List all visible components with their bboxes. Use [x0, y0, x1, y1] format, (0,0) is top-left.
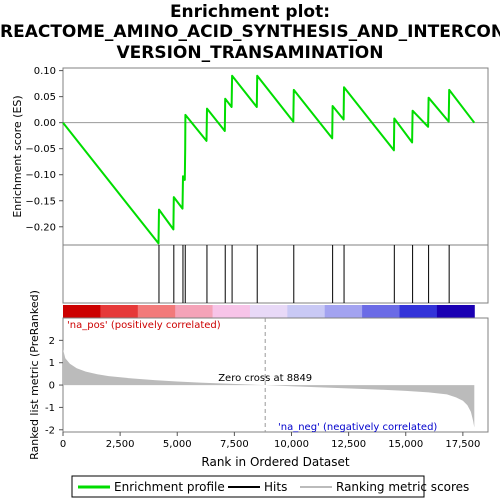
colorbar-segment	[175, 305, 214, 318]
colorbar-segment	[399, 305, 438, 318]
x-tick-label: 5,000	[163, 439, 192, 450]
ranking-metric-area	[63, 349, 475, 428]
rank-y-tick-label: 2	[49, 336, 55, 347]
x-axis-label: Rank in Ordered Dataset	[201, 455, 349, 469]
rank-y-tick-label: 1	[49, 358, 55, 369]
colorbar-segment	[362, 305, 401, 318]
rank-y-tick-label: -1	[45, 403, 55, 414]
rank-y-tick-label: 0	[49, 381, 55, 392]
enrichment-profile-line	[62, 74, 476, 245]
colorbar-segment	[324, 305, 363, 318]
chart-title-line-3: VERSION_TRANSAMINATION	[116, 43, 384, 63]
legend-label-ranking-metric: Ranking metric scores	[336, 480, 469, 494]
colorbar-segment	[212, 305, 251, 318]
colorbar-segment	[137, 305, 176, 318]
chart-title-line-2: REACTOME_AMINO_ACID_SYNTHESIS_AND_INTERC…	[0, 22, 500, 42]
legend-label-enrichment-profile: Enrichment profile	[114, 480, 225, 494]
x-tick-label: 7,500	[220, 439, 249, 450]
rank-y-axis-label: Ranked list metric (PreRanked)	[28, 290, 41, 460]
x-tick-label: 0	[60, 439, 66, 450]
es-y-tick-label: 0.05	[34, 92, 56, 103]
x-tick-label: 2,500	[106, 439, 135, 450]
chart-title-line-1: Enrichment plot:	[169, 2, 331, 22]
x-tick-label: 17,500	[445, 439, 480, 450]
colorbar-segment	[287, 305, 326, 318]
es-y-tick-label: 0.00	[34, 118, 56, 129]
colorbar-segment	[436, 305, 475, 318]
colorbar-segment	[249, 305, 288, 318]
legend-label-hits: Hits	[264, 480, 287, 494]
es-panel-frame	[62, 67, 489, 246]
hits-panel-frame	[62, 244, 489, 304]
x-tick-label: 10,000	[274, 439, 309, 450]
colorbar-segment	[100, 305, 139, 318]
es-y-axis-label: Enrichment score (ES)	[11, 95, 24, 217]
zero-cross-label: Zero cross at 8849	[218, 373, 312, 384]
es-y-tick-label: −0.05	[25, 144, 56, 155]
rank-y-tick-label: -2	[45, 425, 55, 436]
es-y-tick-label: −0.10	[25, 170, 56, 181]
negative-correlation-label: 'na_neg' (negatively correlated)	[278, 422, 437, 433]
positive-correlation-label: 'na_pos' (positively correlated)	[67, 320, 221, 331]
x-tick-label: 15,000	[388, 439, 423, 450]
es-y-tick-label: −0.20	[25, 222, 56, 233]
es-y-tick-label: −0.15	[25, 196, 56, 207]
colorbar-segment	[63, 305, 101, 318]
x-tick-label: 12,500	[331, 439, 366, 450]
es-y-tick-label: 0.10	[34, 66, 56, 77]
